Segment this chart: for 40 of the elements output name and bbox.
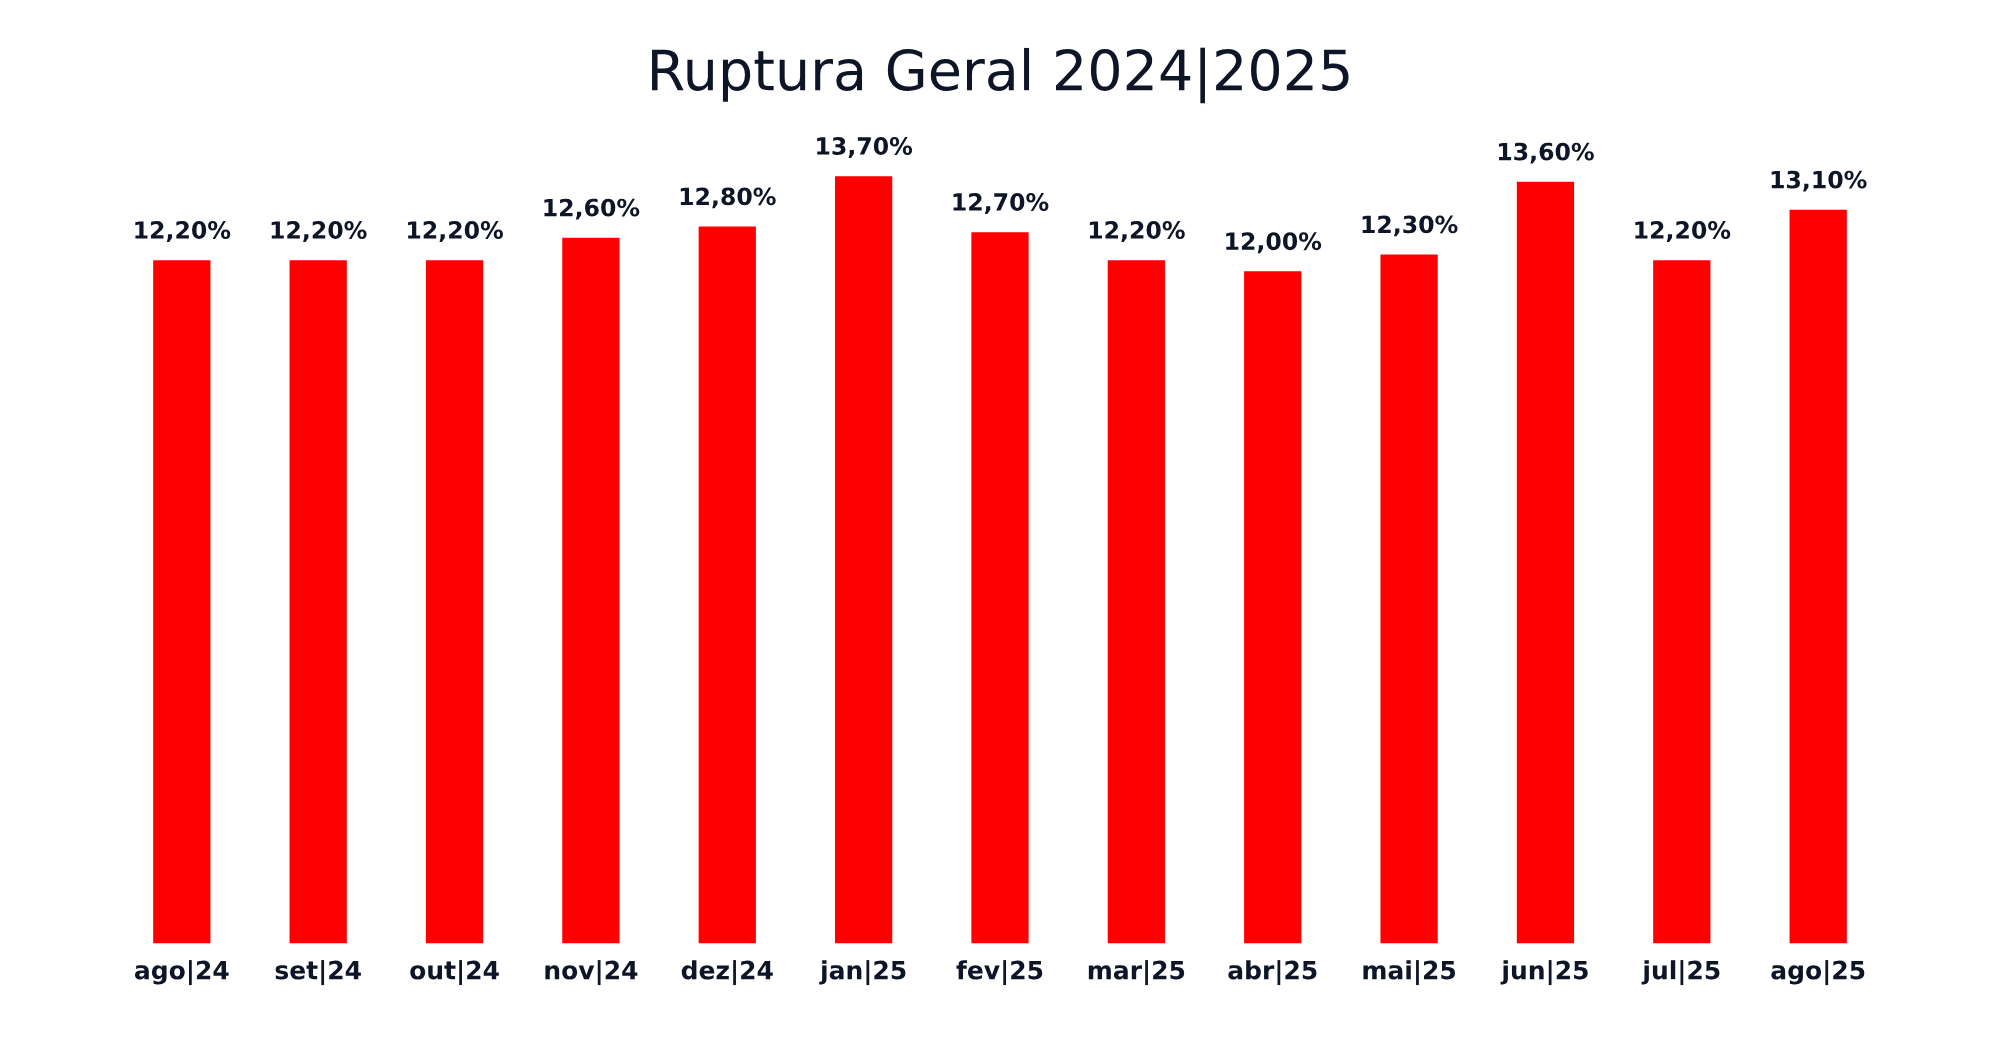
bar: [971, 232, 1029, 944]
data-label: 12,20%: [271, 221, 367, 242]
x-tick-label: mar|25: [1088, 960, 1185, 986]
data-label: 12,70%: [953, 193, 1049, 214]
x-tick-label: jun|25: [1500, 960, 1588, 986]
x-tick-label: jan|25: [819, 960, 906, 986]
x-tick-label: abr|25: [1228, 960, 1317, 986]
data-label: 12,20%: [408, 221, 503, 242]
chart-title: Ruptura Geral 2024|2025: [652, 47, 1349, 104]
data-label: 13,10%: [1771, 170, 1867, 192]
bar: [289, 260, 347, 944]
x-tick-label: ago|25: [1771, 960, 1865, 986]
x-tick-label: dez|24: [681, 960, 773, 986]
bar: [1107, 260, 1165, 944]
bar: [1244, 271, 1302, 944]
x-tick-label: nov|24: [545, 960, 638, 986]
x-tick-label: ago|24: [134, 960, 229, 986]
bar: [835, 176, 893, 944]
data-label: 12,80%: [680, 187, 776, 209]
bar: [153, 260, 211, 944]
data-label: 12,20%: [1089, 221, 1185, 242]
data-label: 12,20%: [135, 221, 231, 242]
data-label: 13,60%: [1498, 142, 1594, 164]
x-tick-label: fev|25: [956, 960, 1043, 986]
data-label: 12,00%: [1226, 232, 1322, 254]
bar: [1380, 254, 1438, 944]
bar: [698, 226, 756, 944]
x-tick-label: jul|25: [1641, 960, 1720, 986]
bar: [562, 237, 620, 944]
bar: [1516, 181, 1575, 944]
data-label: 13,70%: [817, 137, 913, 158]
data-label: 12,20%: [1635, 221, 1731, 242]
bar: [1653, 260, 1711, 944]
x-tick-label: set|24: [275, 960, 361, 986]
data-label: 12,30%: [1362, 215, 1458, 237]
x-tick-label: out|24: [410, 960, 499, 986]
bar: [1789, 209, 1847, 944]
bar: [425, 260, 484, 944]
data-label: 12,60%: [544, 198, 640, 220]
x-tick-label: mai|25: [1363, 960, 1456, 986]
